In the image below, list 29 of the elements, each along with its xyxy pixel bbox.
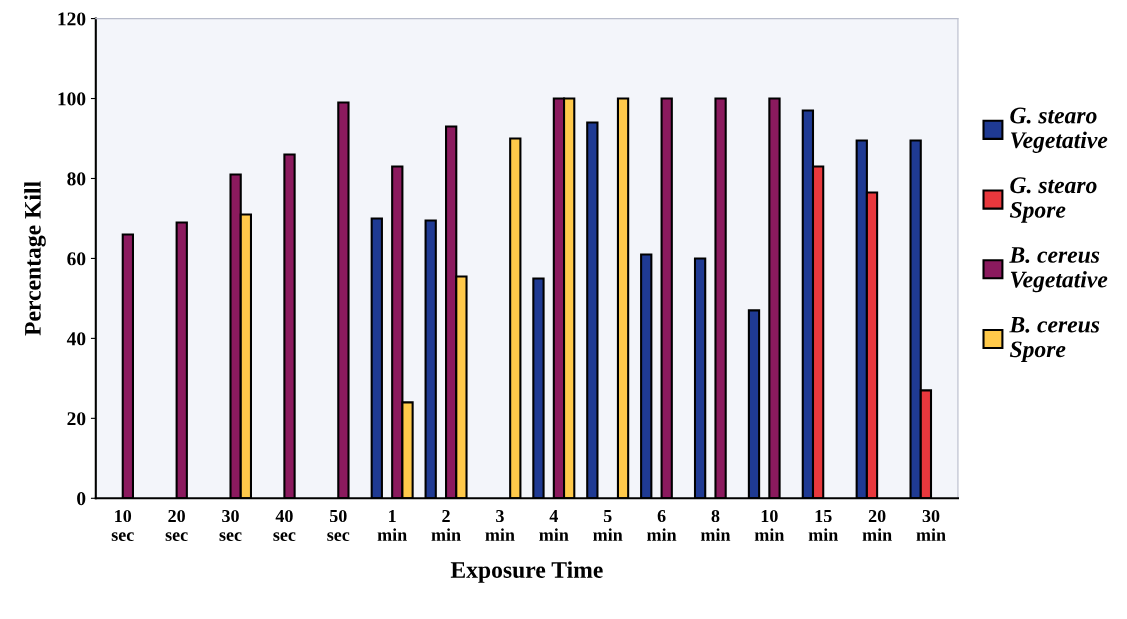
y-tick-label: 100: [58, 92, 86, 106]
x-tick-label: 30 min: [916, 509, 946, 541]
x-tick-label: 10 sec: [111, 509, 134, 541]
x-tick-label: 40 sec: [273, 509, 296, 541]
y-tick-label: 80: [67, 172, 86, 186]
legend-label: B. cereus Vegetative: [1009, 247, 1108, 293]
y-tick-label: 60: [67, 252, 86, 266]
y-tick-label: 0: [77, 492, 86, 506]
legend-label: B. cereus Spore: [1009, 316, 1100, 363]
x-tick-label: 5 min: [593, 510, 623, 541]
x-tick-label: 1 min: [377, 510, 407, 541]
y-tick-label: 20: [67, 412, 86, 426]
y-tick-label: 40: [66, 332, 86, 346]
x-tick-label: 6 min: [647, 509, 677, 541]
x-tick-label: 4 min: [539, 510, 569, 541]
x-tick-label: 10 min: [754, 509, 785, 541]
x-axis-title: Exposure Time: [450, 561, 603, 583]
legend-label: G. stearo Spore: [1009, 177, 1097, 223]
y-axis-title: Percentage Kill: [24, 181, 46, 336]
x-tick-label: 50 sec: [327, 509, 350, 541]
legend-label: G. stearo Vegetative: [1010, 107, 1108, 153]
y-tick-label: 120: [58, 12, 86, 26]
x-tick-label: 30 sec: [219, 509, 242, 541]
x-tick-label: 8 min: [700, 509, 731, 541]
x-tick-label: 20 min: [862, 509, 892, 541]
x-tick-label: 15 min: [808, 510, 839, 541]
x-tick-label: 2 min: [431, 509, 461, 541]
x-tick-label: 3 min: [485, 509, 515, 541]
x-tick-label: 20 sec: [165, 509, 188, 541]
